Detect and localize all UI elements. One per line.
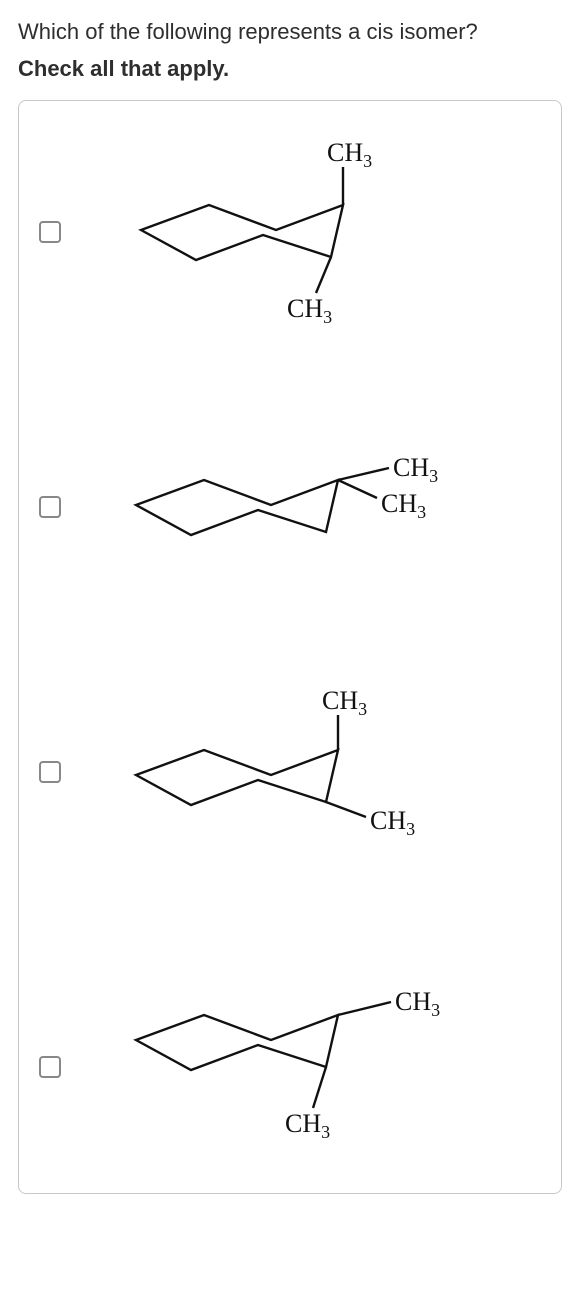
options-panel: CH3 CH3 CH3 — [18, 100, 562, 1194]
option-a: CH3 CH3 — [39, 135, 541, 330]
label-d-1: CH — [395, 987, 431, 1016]
svg-text:CH3: CH3 — [285, 1109, 330, 1142]
label-a-2: CH — [287, 294, 323, 323]
checkbox-b[interactable] — [39, 496, 61, 518]
question-text: Which of the following represents a cis … — [18, 16, 562, 48]
molecule-b: CH3 CH3 — [91, 450, 541, 565]
label-a-1: CH — [327, 138, 363, 167]
svg-text:CH3: CH3 — [395, 987, 440, 1020]
option-b: CH3 CH3 — [39, 450, 541, 565]
label-b-1: CH — [393, 453, 429, 482]
molecule-c: CH3 CH3 — [91, 685, 541, 860]
label-c-2: CH — [370, 806, 406, 835]
label-d-2: CH — [285, 1109, 321, 1138]
label-c-1: CH — [322, 686, 358, 715]
checkbox-d[interactable] — [39, 1056, 61, 1078]
option-c: CH3 CH3 — [39, 685, 541, 860]
label-b-2: CH — [381, 489, 417, 518]
svg-text:CH3: CH3 — [370, 806, 415, 839]
checkbox-a[interactable] — [39, 221, 61, 243]
molecule-d: CH3 CH3 — [91, 980, 541, 1155]
checkbox-c[interactable] — [39, 761, 61, 783]
molecule-a: CH3 CH3 — [91, 135, 541, 330]
svg-text:CH3: CH3 — [322, 686, 367, 719]
instruction-text: Check all that apply. — [18, 56, 562, 82]
svg-text:CH3: CH3 — [393, 453, 438, 486]
option-d: CH3 CH3 — [39, 980, 541, 1155]
svg-text:CH3: CH3 — [381, 489, 426, 522]
